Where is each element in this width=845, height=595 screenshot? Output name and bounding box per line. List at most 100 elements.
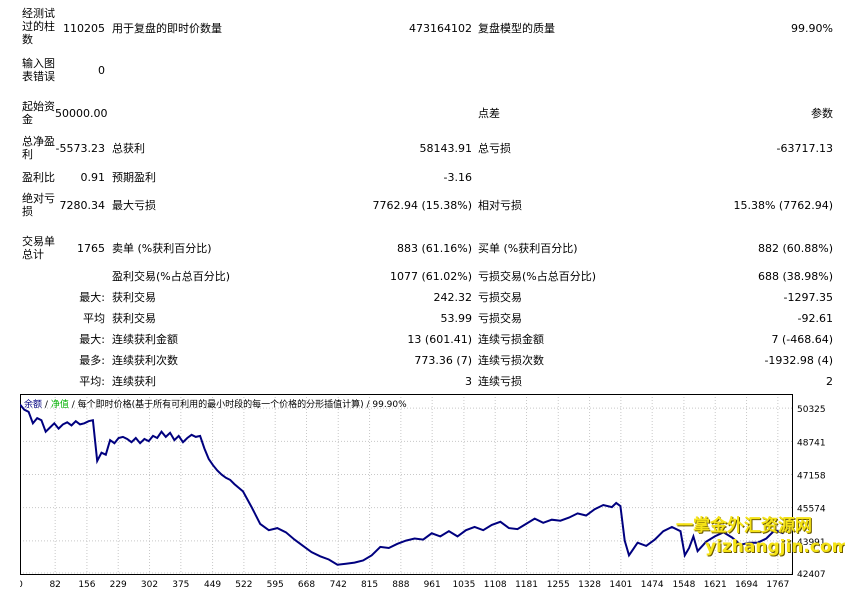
y-tick-label: 48741 [797,438,826,448]
total-trades-value: 1765 [77,242,105,255]
x-tick-label: 1181 [515,580,538,590]
long-positions-label: 买单 (%获利百分比) [478,242,578,255]
y-tick-label: 47158 [797,471,826,481]
ticks-value: 473164102 [409,22,472,35]
y-axis: 50325 48741 47158 45574 43991 42407 [797,405,826,580]
max-consecutive-prefix: 最大: [79,333,105,346]
largest-loss-label: 亏损交易 [478,291,522,304]
x-tick-label: 156 [78,580,95,590]
average-loss-label: 亏损交易 [478,312,522,325]
largest-prefix: 最大: [79,291,105,304]
profit-factor-label: 盈利比 [22,171,55,184]
x-tick-label: 1035 [452,580,475,590]
maximal-drawdown-label: 最大亏损 [112,199,156,212]
average-profit-value: 53.99 [440,312,473,325]
maximal-consecutive-loss-label: 连续亏损次数 [478,354,544,367]
average-profit-label: 获利交易 [112,312,156,325]
x-tick-label: 1767 [766,580,789,590]
absolute-drawdown-label: 绝对亏损 [22,192,55,218]
gross-loss-value: -63717.13 [776,142,833,155]
max-consecutive-losses-label: 连续亏损金额 [478,333,544,346]
chart-grid [20,394,792,574]
x-tick-label: 595 [267,580,284,590]
max-consecutive-wins-label: 连续获利金额 [112,333,178,346]
average-consecutive-losses-value: 2 [826,375,833,388]
relative-drawdown-value: 15.38% (7762.94) [733,199,833,212]
x-tick-label: 1548 [672,580,695,590]
legend-balance: 余额 [24,398,42,410]
x-tick-label: 0 [20,580,23,590]
balance-line [20,403,784,566]
balance-chart-svg: 50325 48741 47158 45574 43991 42407 0 82 156 229… [20,394,826,590]
x-tick-label: 1108 [484,580,507,590]
expected-payoff-value: -3.16 [443,171,472,184]
spread-value: 参数 [811,107,833,120]
chart-header: 余额 / 净值 / 每个即时价格(基于所有可利用的最小时段的每一个价格的分形插值… [24,398,407,410]
average-consecutive-losses-label: 连续亏损 [478,375,522,388]
x-tick-label: 1328 [578,580,601,590]
loss-trades-label: 亏损交易(%占总百分比) [478,270,597,283]
deposit-label: 起始资金 [22,100,55,126]
x-tick-label: 668 [298,580,315,590]
x-tick-label: 522 [235,580,252,590]
average-prefix: 平均 [83,312,105,325]
long-positions-value: 882 (60.88%) [757,242,833,255]
x-tick-label: 1401 [609,580,632,590]
loss-trades-value: 688 (38.98%) [757,270,833,283]
profit-trades-label: 盈利交易(%占总百分比) [112,270,231,283]
largest-profit-label: 获利交易 [112,291,156,304]
short-positions-label: 卖单 (%获利百分比) [112,242,212,255]
balance-chart: 50325 48741 47158 45574 43991 42407 0 82 156 229… [20,394,845,595]
x-axis: 0 82 156 229 302 375 449 522 595 668 742 815 888 961 1… [20,580,789,590]
average-consecutive-wins-label: 连续获利 [112,375,156,388]
average-loss-value: -92.61 [797,312,833,325]
y-tick-label: 42407 [797,570,826,580]
deposit-value: 50000.00 [55,107,108,120]
x-tick-label: 742 [330,580,347,590]
maximal-consecutive-profit-label: 连续获利次数 [112,354,178,367]
bars-label: 经测试过的柱数 [22,7,55,46]
quality-label: 复盘模型的质量 [478,22,555,35]
average-consecutive-prefix: 平均: [79,375,105,388]
errors-label: 输入图表错误 [22,57,55,83]
x-tick-label: 375 [172,580,189,590]
chart-description: / 每个即时价格(基于所有可利用的最小时段的每一个价格的分形插值计算) / 99… [72,398,407,410]
y-tick-label: 43991 [797,538,826,548]
ticks-label: 用于复盘的即时价数量 [112,22,222,35]
chart-series [20,403,784,566]
absolute-drawdown-value: 7280.34 [59,199,106,212]
largest-profit-value: 242.32 [433,291,473,304]
bars-value: 110205 [63,22,105,35]
x-tick-label: 1694 [735,580,758,590]
gross-loss-label: 总亏损 [478,142,511,155]
average-consecutive-wins-value: 3 [465,375,472,388]
max-consecutive-losses-value: 7 (-468.64) [771,333,833,346]
expected-payoff-label: 预期盈利 [112,171,156,184]
max-consecutive-wins-value: 13 (601.41) [407,333,472,346]
x-tick-label: 888 [392,580,409,590]
x-tick-label: 961 [424,580,441,590]
net-profit-value: -5573.23 [55,142,105,155]
short-positions-value: 883 (61.16%) [396,242,472,255]
x-tick-label: 229 [110,580,127,590]
watermark-url: yizhangjin.com [705,537,845,557]
watermark-cn: 一掌金外汇资源网 [676,516,812,536]
x-tick-label: 1621 [704,580,727,590]
plot-frame [20,394,793,575]
net-profit-label: 总净盈利 [22,135,55,161]
total-trades-label: 交易单总计 [22,235,55,261]
maximal-consecutive-profit-value: 773.36 (7) [414,354,472,367]
x-tick-label: 449 [204,580,221,590]
maximal-consecutive-prefix: 最多: [79,354,105,367]
legend-equity: 净值 [51,398,69,410]
x-tick-label: 82 [49,580,60,590]
profit-trades-value: 1077 (61.02%) [389,270,472,283]
maximal-consecutive-loss-value: -1932.98 (4) [764,354,833,367]
quality-value: 99.90% [791,22,833,35]
largest-loss-value: -1297.35 [783,291,833,304]
relative-drawdown-label: 相对亏损 [478,199,522,212]
y-tick-label: 50325 [797,405,826,415]
maximal-drawdown-value: 7762.94 (15.38%) [372,199,472,212]
x-tick-label: 1255 [547,580,570,590]
gross-profit-value: 58143.91 [419,142,473,155]
